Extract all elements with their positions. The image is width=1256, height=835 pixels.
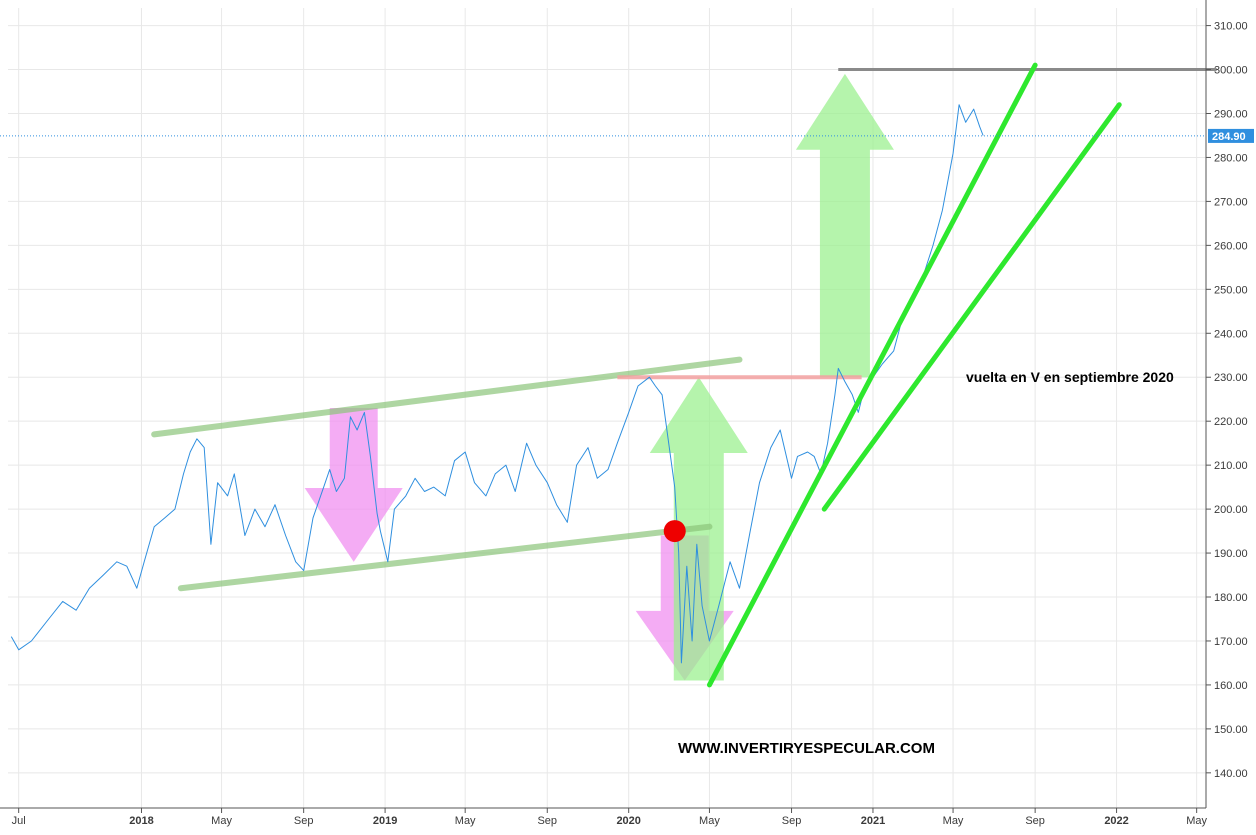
price-line — [10, 104, 984, 664]
y-tick-label: 170.00 — [1214, 636, 1248, 648]
y-tick-label: 160.00 — [1214, 680, 1248, 692]
grid — [8, 8, 1206, 808]
x-tick-label: 2019 — [373, 815, 397, 827]
x-tick-label: 2021 — [861, 815, 885, 827]
down-arrow — [304, 408, 403, 562]
up-arrow — [795, 73, 894, 378]
x-tick-label: 2022 — [1104, 815, 1128, 827]
y-tick-label: 150.00 — [1214, 724, 1248, 736]
channel-lower-line — [177, 523, 713, 592]
y-tick-label: 280.00 — [1214, 152, 1248, 164]
x-tick-label: May — [943, 815, 964, 827]
price-series — [10, 62, 1122, 688]
y-tick-label: 290.00 — [1214, 108, 1248, 120]
y-tick-label: 180.00 — [1214, 592, 1248, 604]
y-tick-label: 250.00 — [1214, 284, 1248, 296]
y-tick-label: 260.00 — [1214, 240, 1248, 252]
y-tick-label: 140.00 — [1214, 768, 1248, 780]
trend-line — [821, 102, 1122, 512]
y-tick-label: 220.00 — [1214, 416, 1248, 428]
red-marker — [663, 520, 686, 543]
x-tick-label: May — [211, 815, 232, 827]
x-tick-label: 2018 — [129, 815, 153, 827]
x-tick-label: May — [455, 815, 476, 827]
x-tick-label: May — [699, 815, 720, 827]
v-recovery-label: vuelta en V en septiembre 2020 — [966, 369, 1174, 385]
x-tick-label: Sep — [1025, 815, 1045, 827]
y-tick-label: 310.00 — [1214, 21, 1248, 33]
y-tick-label: 210.00 — [1214, 460, 1248, 472]
y-tick-label: 300.00 — [1214, 65, 1248, 77]
y-tick-label: 200.00 — [1214, 504, 1248, 516]
y-tick-label: 190.00 — [1214, 548, 1248, 560]
y-tick-label: 270.00 — [1214, 196, 1248, 208]
watermark-text: WWW.INVERTIRYESPECULAR.COM — [678, 740, 935, 757]
x-tick-label: Sep — [537, 815, 557, 827]
channel-upper-line — [151, 356, 743, 438]
x-tick-label: Jul — [12, 815, 26, 827]
x-tick-label: 2020 — [616, 815, 640, 827]
trend-line — [706, 62, 1038, 688]
y-tick-label: 240.00 — [1214, 328, 1248, 340]
x-tick-label: Sep — [782, 815, 802, 827]
annotation-overlays — [151, 68, 1217, 681]
x-tick-label: May — [1186, 815, 1207, 827]
y-tick-label: 230.00 — [1214, 372, 1248, 384]
x-tick-label: Sep — [294, 815, 314, 827]
last-price-badge — [1208, 128, 1254, 143]
last-price-label: 284.90 — [1212, 131, 1246, 143]
